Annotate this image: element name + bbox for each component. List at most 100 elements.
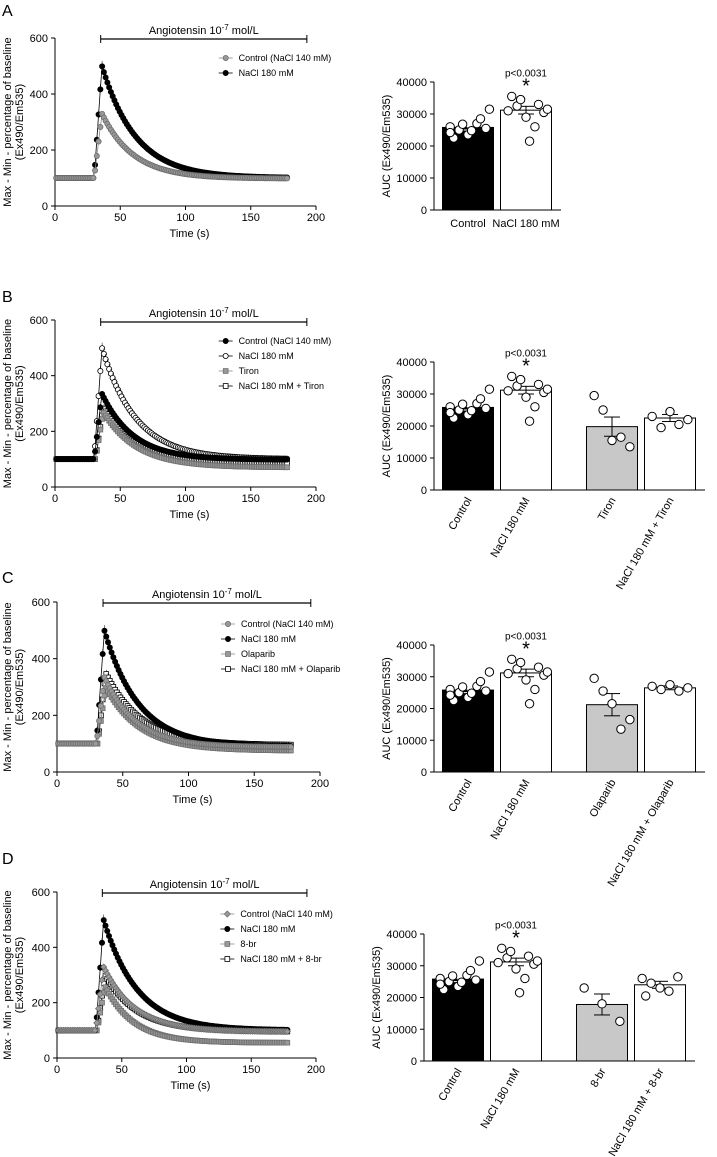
data-point	[615, 1016, 625, 1027]
x-category-label: Control	[446, 778, 474, 815]
data-point	[579, 983, 589, 993]
data-point	[523, 951, 534, 961]
bar-group-nacl-180-mm-8-br: NaCl 180 mM + 8-br	[607, 972, 686, 1157]
data-point	[97, 86, 104, 93]
y-tick-label: 600	[32, 597, 50, 609]
y-axis-label: AUC (Ex490/Em535)	[381, 657, 393, 760]
data-point	[607, 699, 617, 709]
y-axis-label: Max - Min - percentage of baseline	[2, 37, 14, 206]
data-point	[481, 686, 491, 696]
legend-label: NaCl 180 mM + 8-br	[240, 954, 321, 964]
legend-item: Control (NaCl 140 mM)	[218, 53, 332, 63]
y-tick-label: 30000	[396, 389, 427, 401]
x-axis-label: Time (s)	[173, 794, 213, 806]
legend-label: Control (NaCl 140 mM)	[239, 53, 332, 63]
y-axis-label: Max - Min - percentage of baseline	[2, 890, 14, 1059]
legend-marker	[225, 666, 231, 672]
legend-item: 8-br	[220, 939, 256, 949]
y-tick-label: 0	[411, 1056, 417, 1068]
data-point	[530, 122, 540, 132]
y-tick-label: 400	[30, 371, 48, 383]
x-category-label: Control	[446, 496, 474, 533]
panel-letter: D	[2, 851, 14, 868]
data-point	[97, 368, 104, 375]
stimulus-label: Angiotensin 10-7 mol/L	[149, 306, 259, 320]
p-value-label: p<0.0031	[495, 920, 537, 931]
data-point	[466, 405, 477, 416]
y-axis-label: AUC (Ex490/Em535)	[381, 95, 393, 198]
y-axis-label-units: (Ex490/Em535)	[14, 365, 26, 441]
data-point	[597, 999, 607, 1009]
x-tick-label: 100	[179, 778, 197, 790]
data-point	[533, 662, 544, 672]
data-point	[507, 654, 517, 664]
y-tick-label: 30000	[396, 109, 427, 121]
data-point	[683, 414, 693, 425]
data-point	[466, 125, 477, 136]
data-point	[515, 94, 526, 105]
data-point	[647, 681, 657, 691]
data-point	[435, 979, 445, 989]
y-tick-label: 0	[421, 205, 427, 217]
y-tick-label: 600	[32, 887, 50, 899]
bar-group-control: Control	[442, 104, 495, 230]
data-point	[674, 686, 684, 696]
data-point	[284, 175, 291, 182]
bar-group-8-br: 8-br	[576, 983, 628, 1089]
x-axis-label: Time (s)	[170, 228, 210, 240]
y-tick-label: 200	[32, 998, 50, 1010]
x-category-label: Tiron	[596, 496, 619, 523]
legend-item: NaCl 180 mM	[218, 351, 294, 361]
data-point	[503, 668, 513, 679]
data-point	[598, 405, 608, 415]
data-point	[99, 650, 106, 657]
y-tick-label: 20000	[396, 421, 427, 433]
data-point	[95, 138, 102, 145]
data-point	[665, 679, 675, 690]
data-point	[625, 442, 635, 452]
bar-group-control: Control	[442, 667, 495, 815]
p-value-label: p<0.0031	[505, 631, 547, 642]
bar	[500, 389, 552, 491]
data-point	[484, 104, 495, 114]
data-point	[94, 727, 101, 734]
data-point	[457, 399, 468, 409]
y-tick-label: 20000	[396, 141, 427, 153]
legend-label: Control (NaCl 140 mM)	[239, 336, 332, 346]
series-control-nacl-140-mm-	[55, 674, 294, 750]
data-point	[102, 356, 109, 363]
x-category-label: Olaparib	[587, 778, 618, 820]
panel-letter: C	[2, 570, 14, 587]
data-point	[533, 379, 544, 390]
data-point	[92, 740, 99, 747]
legend-label: Olaparib	[241, 649, 275, 659]
y-tick-label: 0	[44, 767, 50, 779]
data-point	[533, 99, 544, 110]
x-tick-label: 100	[177, 1064, 195, 1076]
bar-group-nacl-180-mm: NaCl 180 mM	[489, 654, 553, 842]
data-point	[474, 956, 485, 966]
data-point	[532, 956, 543, 966]
data-point	[471, 975, 481, 985]
data-point	[92, 443, 99, 450]
data-point	[625, 714, 635, 725]
data-point	[530, 402, 540, 412]
x-tick-label: 0	[52, 493, 58, 505]
x-tick-label: 50	[117, 778, 129, 790]
x-tick-label: 150	[242, 212, 260, 224]
data-point	[521, 112, 531, 122]
data-point	[616, 432, 626, 442]
y-axis-label: Max - Min - percentage of baseline	[2, 319, 14, 488]
x-category-label: 8-br	[588, 1066, 608, 1089]
y-tick-label: 10000	[396, 173, 427, 185]
p-value-label: p<0.0031	[505, 348, 547, 359]
bar	[644, 687, 696, 773]
data-point	[97, 124, 104, 131]
x-tick-label: 0	[54, 1064, 60, 1076]
panel-letter: B	[2, 289, 13, 306]
data-point	[515, 374, 526, 385]
data-point	[92, 448, 99, 455]
y-tick-label: 200	[30, 426, 48, 438]
